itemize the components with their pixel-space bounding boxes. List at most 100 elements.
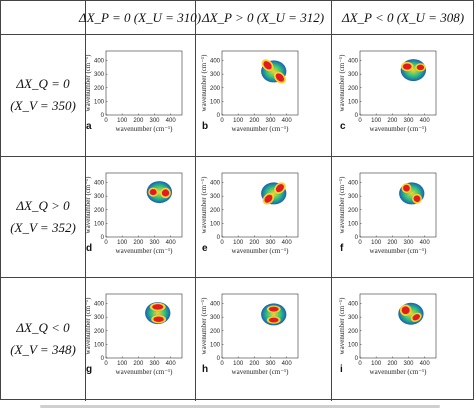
row-header-value: (X_V = 348) [10, 342, 76, 357]
plot-frame [105, 293, 183, 359]
x-tick-label: 300 [150, 240, 161, 246]
column-header: ΔX_P = 0 (X_U = 310) [78, 9, 202, 25]
x-tick-label: 200 [133, 118, 144, 124]
y-tick-label: 200 [210, 86, 221, 92]
spot-lobe-peak [153, 316, 164, 322]
y-tick-label: 100 [348, 221, 359, 227]
y-tick-label: 0 [217, 356, 221, 362]
x-tick-label: 0 [104, 240, 108, 246]
x-tick-label: 400 [282, 361, 293, 367]
y-tick-label: 400 [348, 181, 359, 187]
y-tick-label: 0 [217, 113, 221, 119]
x-tick-label: 200 [249, 361, 260, 367]
heatmap-panel-e: 0 100 200 300 400 0 100 200 300 400 wavenumber (cm… [200, 155, 330, 275]
plot-frame [221, 50, 299, 116]
caption-placeholder [40, 403, 440, 409]
y-axis-label: wavenumber (cm⁻¹) [338, 297, 346, 355]
x-tick-label: 0 [358, 240, 362, 246]
y-tick-label: 300 [348, 315, 359, 321]
col-divider [195, 1, 196, 401]
y-tick-label: 400 [94, 302, 105, 308]
y-axis-label: wavenumber (cm⁻¹) [84, 297, 92, 355]
y-tick-label: 300 [348, 72, 359, 78]
x-tick-label: 400 [282, 240, 293, 246]
x-tick-label: 100 [371, 118, 382, 124]
y-tick-label: 100 [94, 99, 105, 105]
row-divider [1, 34, 474, 35]
x-axis-label: wavenumber (cm⁻¹) [116, 368, 174, 376]
x-tick-label: 100 [371, 361, 382, 367]
heatmap-panel-b: 0 100 200 300 400 0 100 200 300 400 wavenumber (cm… [200, 33, 330, 153]
x-axis-label: wavenumber (cm⁻¹) [232, 368, 290, 376]
y-tick-label: 0 [355, 235, 359, 241]
spot-lobe-peak [161, 189, 170, 197]
x-tick-label: 200 [133, 240, 144, 246]
plot-frame [105, 50, 183, 116]
heatmap-panel-i: 0 100 200 300 400 0 100 200 300 400 wavenumber (cm… [338, 276, 468, 396]
row-header-value: (X_V = 352) [10, 219, 76, 235]
y-tick-label: 200 [210, 329, 221, 335]
x-tick-label: 200 [249, 240, 260, 246]
heatmap-panel-h: 0 100 200 300 400 0 100 200 300 400 wavenumber (cm… [200, 276, 330, 396]
panel-label: i [340, 364, 343, 375]
y-tick-label: 400 [348, 302, 359, 308]
spot-lobe-peak [149, 188, 157, 196]
x-tick-label: 0 [220, 240, 224, 246]
x-tick-label: 100 [117, 361, 128, 367]
spot-lobe-peak [416, 64, 425, 71]
x-tick-label: 200 [387, 240, 398, 246]
x-tick-label: 100 [233, 361, 244, 367]
row-divider [1, 156, 474, 157]
spot-lobe-peak [268, 306, 279, 312]
x-axis-label: wavenumber (cm⁻¹) [232, 247, 290, 255]
y-tick-label: 200 [348, 208, 359, 214]
row-header: ΔX_Q = 0 (X_V = 350) [1, 34, 85, 156]
spot-lobe-peak [268, 317, 279, 323]
x-axis-label: wavenumber (cm⁻¹) [370, 125, 428, 133]
row-divider [1, 277, 474, 278]
row-header-condition: ΔX_Q = 0 [16, 76, 70, 91]
heatmap-panel-a: 0 100 200 300 400 0 100 200 300 400 wavenumber (cm… [84, 33, 214, 153]
y-tick-label: 300 [94, 72, 105, 78]
y-tick-label: 300 [94, 194, 105, 200]
y-tick-label: 300 [94, 315, 105, 321]
x-tick-label: 200 [249, 118, 260, 124]
spot-lobe-peak [275, 73, 285, 82]
spot-lobe-peak [263, 61, 272, 70]
y-tick-label: 200 [94, 208, 105, 214]
y-tick-label: 400 [210, 302, 221, 308]
x-tick-label: 200 [387, 118, 398, 124]
y-tick-label: 100 [94, 342, 105, 348]
x-tick-label: 100 [117, 118, 128, 124]
spot-lobe-peak [264, 194, 273, 203]
y-tick-label: 200 [348, 329, 359, 335]
heatmap-panel-c: 0 100 200 300 400 0 100 200 300 400 wavenumber (cm… [338, 33, 468, 153]
y-tick-label: 100 [210, 221, 221, 227]
figure-table: ΔX_P = 0 (X_U = 310) ΔX_P > 0 (X_U = 312… [0, 0, 474, 401]
y-tick-label: 300 [210, 72, 221, 78]
row-header: ΔX_Q > 0 (X_V = 352) [1, 156, 85, 277]
plot-frame [359, 293, 437, 359]
x-tick-label: 0 [220, 361, 224, 367]
y-tick-label: 100 [210, 99, 221, 105]
spot-lobe-peak [402, 63, 412, 70]
y-tick-label: 0 [217, 235, 221, 241]
x-tick-label: 100 [371, 240, 382, 246]
panel-label: b [202, 121, 208, 132]
x-tick-label: 400 [282, 118, 293, 124]
column-header: ΔX_P > 0 (X_U = 312) [201, 9, 325, 25]
y-tick-label: 0 [101, 356, 105, 362]
y-tick-label: 100 [210, 342, 221, 348]
y-axis-label: wavenumber (cm⁻¹) [200, 54, 208, 112]
y-tick-label: 400 [210, 181, 221, 187]
x-tick-label: 300 [266, 361, 277, 367]
x-axis-label: wavenumber (cm⁻¹) [232, 125, 290, 133]
x-tick-label: 100 [117, 240, 128, 246]
spot-lobe-peak [401, 306, 410, 315]
col-divider [85, 1, 86, 401]
y-tick-label: 0 [101, 235, 105, 241]
x-tick-label: 400 [166, 361, 177, 367]
y-tick-label: 200 [94, 86, 105, 92]
y-tick-label: 100 [348, 99, 359, 105]
x-tick-label: 300 [150, 118, 161, 124]
